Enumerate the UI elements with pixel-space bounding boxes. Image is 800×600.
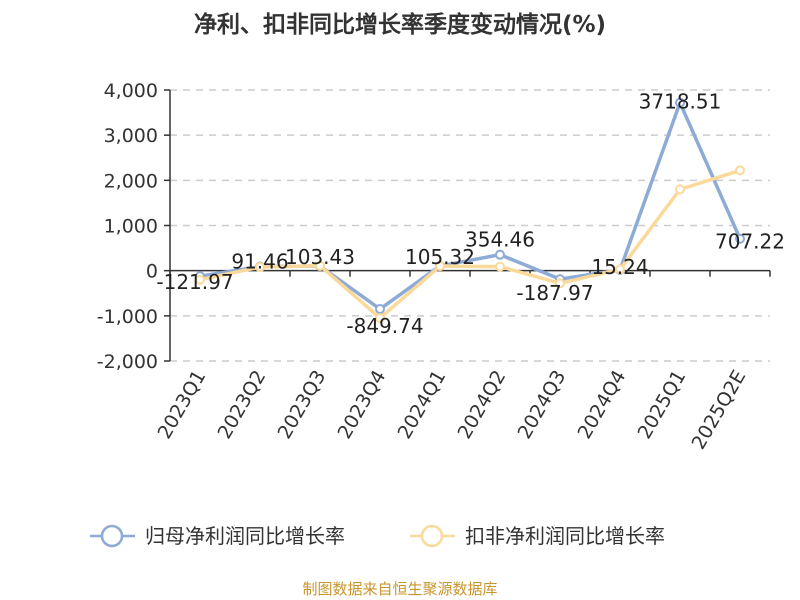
data-point (555, 278, 565, 289)
legend-label: 归母净利润同比增长率 (145, 524, 345, 548)
data-label: -849.74 (346, 314, 423, 338)
data-label: 3718.51 (639, 90, 722, 114)
series-lines (195, 97, 745, 324)
legend-label: 扣非净利润同比增长率 (465, 524, 665, 548)
y-tick-label: 3,000 (104, 125, 158, 147)
data-point (195, 274, 205, 285)
x-tick-label: 2025Q2E (688, 367, 751, 454)
data-point (735, 233, 745, 244)
series-line-2 (199, 168, 741, 320)
x-tick-label: 2023Q2 (214, 367, 271, 443)
y-axis-ticks: 4,000 3,000 2,000 1,000 0 -1,000 -2,000 (97, 80, 170, 373)
data-point (435, 261, 445, 272)
legend-marker (100, 524, 124, 548)
data-point (315, 260, 325, 271)
x-axis-ticks: 2023Q1 2023Q2 2023Q3 2023Q4 2024Q1 2024Q2 2024… (154, 270, 771, 454)
data-label: 105.32 (405, 245, 475, 269)
data-point (495, 261, 505, 272)
data-label: 707.22 (715, 230, 785, 254)
data-label: 91.46 (231, 250, 288, 274)
data-label: 15.24 (591, 255, 648, 279)
y-tick-label: 1,000 (104, 216, 158, 238)
series-line-1 (199, 100, 742, 311)
data-point (675, 97, 685, 108)
data-point (495, 249, 505, 260)
data-point (375, 304, 385, 315)
data-point (675, 184, 685, 195)
x-tick-label: 2024Q1 (394, 367, 451, 443)
data-point (615, 264, 625, 275)
data-label: -121.97 (156, 270, 233, 294)
data-label: -187.97 (516, 281, 593, 305)
y-tick-label: 2,000 (104, 170, 158, 192)
x-tick-label: 2023Q4 (334, 367, 391, 443)
legend-item-1: 归母净利润同比增长率 (90, 524, 345, 548)
y-tick-label: -1,000 (97, 306, 158, 328)
gridlines (170, 89, 770, 362)
x-tick-label: 2024Q3 (514, 367, 571, 443)
x-tick-label: 2024Q4 (574, 367, 631, 443)
x-tick-label: 2023Q3 (274, 367, 331, 443)
chart-title: 净利、扣非同比增长率季度变动情况(%) (194, 11, 606, 38)
data-label: 103.43 (285, 245, 355, 269)
legend-item-2: 扣非净利润同比增长率 (410, 524, 665, 548)
data-point (375, 313, 385, 324)
data-point (735, 165, 745, 176)
x-tick-label: 2025Q1 (634, 367, 691, 443)
legend: 归母净利润同比增长率 扣非净利润同比增长率 (90, 524, 665, 548)
y-tick-label: -2,000 (97, 351, 158, 373)
y-tick-label: 0 (146, 261, 158, 283)
source-note: 制图数据来自恒生聚源数据库 (302, 580, 497, 598)
data-point (255, 262, 265, 273)
y-tick-label: 4,000 (104, 80, 158, 102)
x-tick-label: 2024Q2 (454, 367, 511, 443)
data-label: 354.46 (465, 228, 535, 252)
x-tick-label: 2023Q1 (154, 367, 211, 443)
legend-marker (420, 524, 444, 548)
